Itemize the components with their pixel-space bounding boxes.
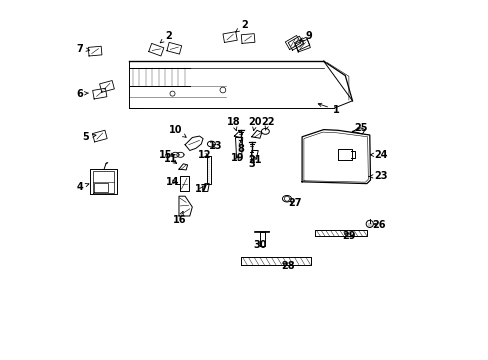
Text: 9: 9 (299, 31, 312, 41)
Text: 26: 26 (372, 220, 386, 230)
Text: 10: 10 (169, 125, 186, 137)
Text: 8: 8 (237, 141, 244, 154)
Text: 18: 18 (226, 117, 240, 131)
Text: 22: 22 (261, 117, 274, 130)
Text: 6: 6 (76, 89, 88, 99)
Text: 20: 20 (248, 117, 262, 131)
Text: 1: 1 (318, 103, 339, 115)
Text: 15: 15 (158, 150, 175, 160)
Text: 7: 7 (76, 44, 89, 54)
Text: 12: 12 (198, 150, 211, 160)
Text: 14: 14 (165, 177, 179, 187)
Text: 2: 2 (235, 20, 247, 32)
Text: 28: 28 (280, 261, 294, 271)
Text: 24: 24 (369, 150, 387, 160)
Text: 19: 19 (230, 153, 244, 163)
Text: 2: 2 (160, 31, 172, 43)
Text: 17: 17 (194, 184, 207, 194)
Text: 23: 23 (368, 171, 387, 181)
Text: 30: 30 (253, 240, 266, 250)
Text: 29: 29 (342, 231, 355, 241)
Text: 11: 11 (163, 154, 177, 164)
Text: 13: 13 (208, 141, 222, 151)
Text: 25: 25 (354, 123, 367, 133)
Text: 5: 5 (82, 132, 96, 142)
Text: 16: 16 (173, 211, 186, 225)
Text: 4: 4 (76, 182, 89, 192)
Text: 27: 27 (287, 198, 301, 208)
Text: 3: 3 (248, 153, 255, 169)
Text: 21: 21 (248, 155, 262, 165)
